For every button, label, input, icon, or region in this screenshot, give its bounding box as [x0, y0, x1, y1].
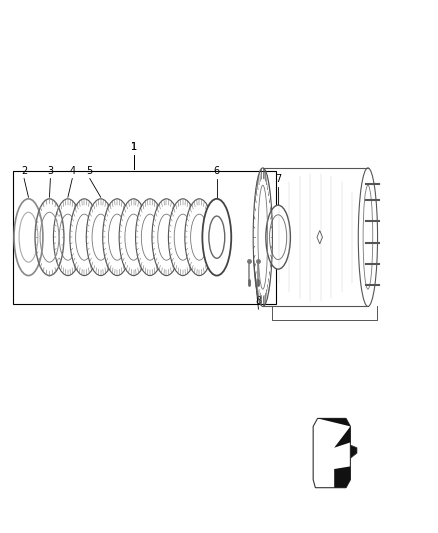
Ellipse shape [119, 199, 148, 276]
Text: 4: 4 [69, 166, 75, 176]
Polygon shape [350, 445, 357, 458]
Ellipse shape [169, 199, 198, 276]
Text: 8: 8 [255, 296, 261, 306]
Text: 2: 2 [21, 166, 27, 176]
Text: 6: 6 [214, 166, 220, 176]
Polygon shape [318, 418, 350, 448]
Ellipse shape [185, 199, 214, 276]
Bar [13, 171, 276, 304]
Ellipse shape [70, 199, 99, 276]
Text: 1: 1 [131, 142, 137, 152]
Polygon shape [334, 466, 350, 488]
Text: 7: 7 [275, 174, 281, 184]
Text: 1: 1 [131, 142, 137, 152]
Text: 3: 3 [47, 166, 53, 176]
Ellipse shape [86, 199, 115, 276]
Ellipse shape [202, 199, 231, 276]
Ellipse shape [53, 199, 82, 276]
Ellipse shape [152, 199, 181, 276]
Ellipse shape [266, 205, 290, 269]
Text: 5: 5 [87, 166, 93, 176]
Ellipse shape [102, 199, 131, 276]
Ellipse shape [136, 199, 165, 276]
